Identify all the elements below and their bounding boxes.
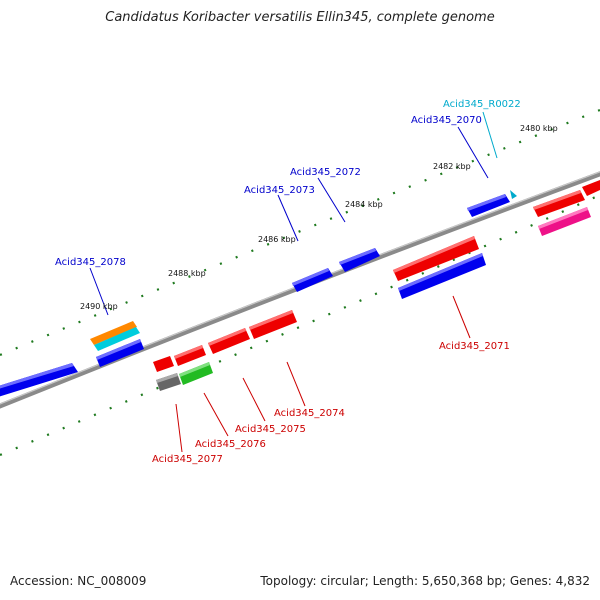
gene-Acid345_2074[interactable] [249,310,297,339]
gene-Acid345_2078-cyan[interactable] [94,327,140,351]
gene-Acid345_2073[interactable] [292,268,333,292]
callout-lines [89,111,498,453]
gene-Acid345_2071-red[interactable] [393,236,479,281]
kbp-label-2490: 2490 kbp [80,302,118,311]
kbp-label-2482: 2482 kbp [433,162,471,171]
genome-stats-text: Topology: circular; Length: 5,650,368 bp… [260,574,590,588]
gene-label-Acid345_2071[interactable]: Acid345_2071 [439,341,510,352]
kbp-label-2484: 2484 kbp [345,200,383,209]
gene-Acid345_2075[interactable] [208,328,250,354]
gene-label-Acid345_2078[interactable]: Acid345_2078 [55,257,126,268]
kbp-label-2488: 2488 kbp [168,269,206,278]
kbp-label-2486: 2486 kbp [258,235,296,244]
gene-right-red-upper[interactable] [533,180,600,217]
accession-text: Accession: NC_008009 [10,574,147,588]
gene-label-Acid345_2072[interactable]: Acid345_2072 [290,167,361,178]
gene-label-Acid345_2073[interactable]: Acid345_2073 [244,185,315,196]
map-title: Candidatus Koribacter versatilis Ellin34… [105,10,495,25]
gene-Acid345_2077-red[interactable] [153,356,174,372]
gene-Acid345_R0022[interactable] [510,190,517,199]
gene-Acid345_2070[interactable] [467,194,510,217]
gene-Acid345_2076-red[interactable] [174,345,206,366]
gene-left-blue[interactable] [0,363,78,398]
gene-label-Acid345_2077[interactable]: Acid345_2077 [152,454,223,465]
gene-Acid345_2078-orange[interactable] [90,321,137,345]
gene-Acid345_2071-blue[interactable] [398,253,486,299]
gene-label-Acid345_2074[interactable]: Acid345_2074 [274,408,345,419]
tick-track-outer [0,108,600,357]
gene-Acid345_2078-blue[interactable] [96,339,144,367]
gene-label-Acid345_2075[interactable]: Acid345_2075 [235,424,306,435]
gene-right-magenta[interactable] [538,207,591,236]
gene-label-Acid345_R0022[interactable]: Acid345_R0022 [443,99,521,110]
kbp-label-2480: 2480 kbp [520,124,558,133]
gene-Acid345_2072[interactable] [339,248,380,272]
gene-Acid345_2077-gray[interactable] [156,373,181,391]
gene-label-Acid345_2070[interactable]: Acid345_2070 [411,115,482,126]
gene-Acid345_2076-green[interactable] [179,362,213,385]
gene-label-Acid345_2076[interactable]: Acid345_2076 [195,439,266,450]
